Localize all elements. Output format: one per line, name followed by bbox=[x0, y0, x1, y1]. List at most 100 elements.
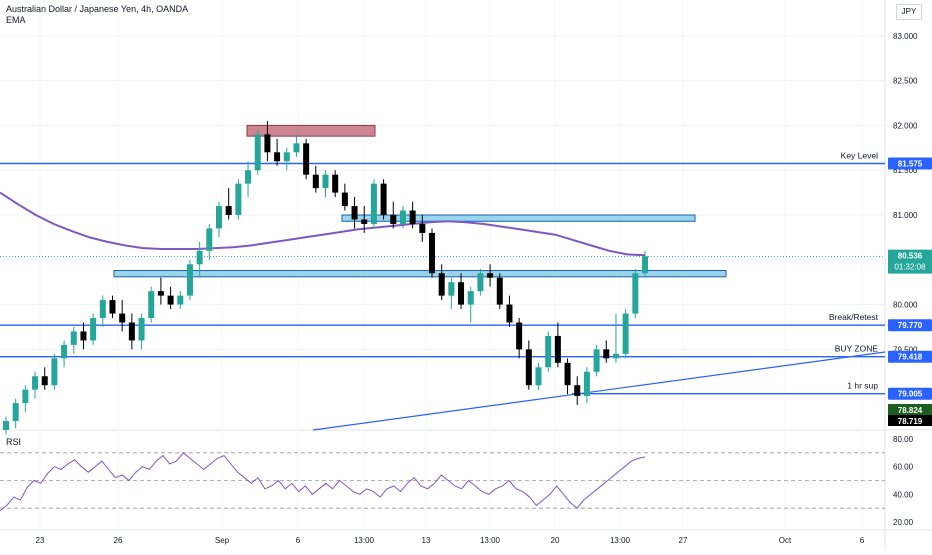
ema-line-path bbox=[0, 191, 646, 257]
candle-body bbox=[487, 273, 494, 278]
candle-body bbox=[593, 349, 600, 372]
candle-body bbox=[274, 152, 281, 162]
candle-body bbox=[545, 335, 552, 368]
time-tick-label: 13:00 bbox=[480, 536, 501, 545]
candle-body bbox=[186, 264, 193, 296]
candle-body bbox=[157, 291, 164, 296]
candle-body bbox=[99, 300, 106, 319]
extra-price-label: 78.719 bbox=[898, 417, 923, 426]
rsi-line bbox=[0, 452, 646, 512]
candle-body bbox=[438, 273, 445, 296]
candle-body bbox=[41, 376, 48, 386]
candle-body bbox=[351, 206, 358, 220]
candle-body bbox=[583, 371, 590, 396]
candle-body bbox=[70, 331, 77, 345]
candle-body bbox=[564, 362, 571, 386]
candle-body bbox=[206, 228, 213, 251]
candle-body bbox=[419, 223, 426, 233]
level-price-badge bbox=[888, 350, 932, 363]
candle-body bbox=[90, 318, 97, 341]
candle-body bbox=[496, 277, 503, 305]
candle-body bbox=[574, 385, 581, 396]
candle-body bbox=[51, 358, 58, 386]
candle-body bbox=[390, 215, 397, 224]
level-price-badge bbox=[888, 319, 932, 332]
candle-body bbox=[399, 210, 406, 224]
time-tick-label: Sep bbox=[215, 536, 230, 545]
symbol-title: Australian Dollar / Japanese Yen, 4h, OA… bbox=[6, 4, 189, 14]
level-price-label: 79.418 bbox=[898, 353, 923, 362]
candle-body bbox=[2, 421, 10, 430]
candle-body bbox=[428, 232, 436, 274]
level-label: Break/Retest bbox=[829, 312, 879, 322]
time-tick-label: Oct bbox=[779, 536, 792, 545]
candle-body bbox=[109, 300, 116, 314]
level-label: 1 hr sup bbox=[847, 381, 878, 391]
candle-body bbox=[535, 367, 542, 386]
candle-body bbox=[603, 349, 610, 359]
candle-body bbox=[641, 256, 649, 274]
time-tick-label: 27 bbox=[679, 536, 688, 545]
rsi-title: RSI bbox=[6, 437, 22, 447]
extra-price-label: 78.824 bbox=[898, 406, 923, 415]
axes: 83.00082.50082.00081.50081.00080.50080.0… bbox=[36, 32, 918, 545]
level-price-label: 79.005 bbox=[898, 390, 923, 399]
time-tick-label: 26 bbox=[114, 536, 123, 545]
time-tick-label: 13 bbox=[422, 536, 431, 545]
price-tick-label: 83.000 bbox=[893, 32, 918, 41]
rsi-tick-label: 40.00 bbox=[893, 490, 914, 499]
candle-body bbox=[167, 295, 174, 305]
time-tick-label: 13:00 bbox=[354, 536, 375, 545]
candle-body bbox=[361, 219, 368, 224]
candle-body bbox=[458, 282, 465, 305]
rsi-tick-label: 80.00 bbox=[893, 435, 914, 444]
extra-price-badge bbox=[888, 415, 932, 426]
time-tick-label: 20 bbox=[551, 536, 560, 545]
level-label: BUY ZONE bbox=[835, 344, 879, 354]
candle-body bbox=[32, 376, 39, 390]
candle-body bbox=[380, 183, 387, 215]
current-price-label: 80.536 bbox=[898, 252, 923, 261]
rsi-pane bbox=[0, 452, 885, 512]
candle-body bbox=[128, 322, 135, 341]
indicator-label: EMA bbox=[6, 15, 26, 25]
time-tick-label: 6 bbox=[860, 536, 865, 545]
level-label: Key Level bbox=[841, 150, 878, 160]
currency-button[interactable]: JPY bbox=[896, 4, 922, 20]
current-price-badge bbox=[888, 249, 932, 274]
candle-body bbox=[196, 250, 203, 265]
zone-lower-blue bbox=[113, 270, 727, 278]
candle-body bbox=[148, 291, 155, 319]
rsi-tick-label: 60.00 bbox=[893, 463, 914, 472]
price-tick-label: 80.000 bbox=[893, 301, 918, 310]
candle-body bbox=[622, 313, 629, 354]
candle-body bbox=[215, 206, 223, 229]
time-tick-label: 13:00 bbox=[610, 536, 631, 545]
candle-body bbox=[138, 318, 145, 341]
zone-upper-blue bbox=[341, 214, 696, 222]
zones bbox=[113, 124, 727, 278]
candle-body bbox=[554, 335, 561, 363]
horizontal-levels: Key Level Break/Retest BUY ZONE 1 hr sup bbox=[0, 150, 885, 395]
time-tick-label: 23 bbox=[36, 536, 45, 545]
price-tick-label: 82.000 bbox=[893, 121, 918, 130]
price-labels: 81.575 79.770 79.418 79.005 80.536 01:32:08 78… bbox=[888, 157, 932, 426]
rsi-tick-label: 20.00 bbox=[893, 518, 914, 527]
candle-body bbox=[448, 282, 455, 296]
candle-body bbox=[177, 295, 184, 305]
candle-body bbox=[225, 206, 232, 215]
candle-body bbox=[322, 174, 329, 189]
zone-supply bbox=[246, 124, 376, 137]
candle-body bbox=[409, 210, 416, 224]
level-price-badge bbox=[888, 157, 932, 170]
price-tick-label: 81.000 bbox=[893, 211, 918, 220]
candle-body bbox=[283, 152, 290, 162]
trendline bbox=[312, 351, 886, 431]
candle-body bbox=[235, 183, 242, 215]
candle-body bbox=[254, 134, 261, 171]
candle-body bbox=[525, 349, 532, 386]
candle-body bbox=[632, 273, 639, 314]
ema-line bbox=[0, 191, 646, 257]
